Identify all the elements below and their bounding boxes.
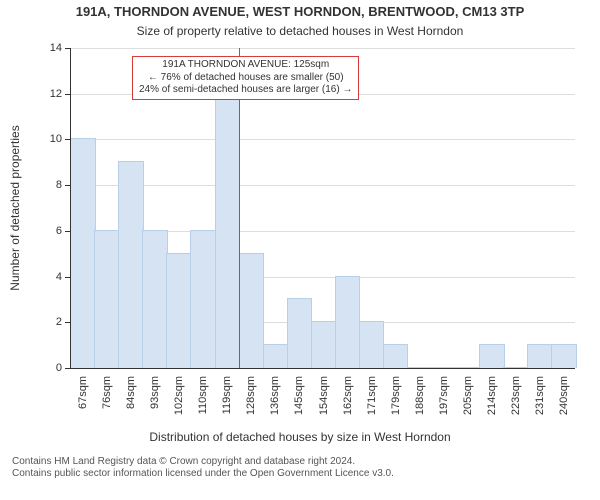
histogram-bar [263,344,289,368]
y-axis-line [70,48,71,368]
annotation-line: ← 76% of detached houses are smaller (50… [139,72,352,85]
histogram-bar [94,230,120,368]
grid-line [70,139,575,140]
histogram-bar [215,93,241,368]
footer-line-1: Contains HM Land Registry data © Crown c… [12,456,394,468]
grid-line [70,185,575,186]
ytick-label: 10 [32,133,62,145]
histogram-bar [190,230,216,368]
ytick-label: 2 [32,316,62,328]
histogram-bar [527,344,553,368]
histogram-bar [118,161,144,368]
ytick-label: 0 [32,362,62,374]
histogram-bar [479,344,505,368]
histogram-bar [551,344,577,368]
footer-text: Contains HM Land Registry data © Crown c… [12,456,394,480]
ytick-label: 4 [32,271,62,283]
histogram-bar [311,321,337,368]
ytick-label: 12 [32,88,62,100]
annotation-box: 191A THORNDON AVENUE: 125sqm← 76% of det… [132,56,359,100]
histogram-bar [142,230,168,368]
chart-subtitle: Size of property relative to detached ho… [0,24,600,38]
histogram-bar [383,344,409,368]
chart-container: { "title": { "line1": "191A, THORNDON AV… [0,0,600,500]
histogram-bar [359,321,385,368]
ytick-label: 8 [32,179,62,191]
annotation-line: 24% of semi-detached houses are larger (… [139,84,352,97]
footer-line-2: Contains public sector information licen… [12,468,394,480]
plot-area: 191A THORNDON AVENUE: 125sqm← 76% of det… [70,48,575,368]
ytick-label: 14 [32,42,62,54]
annotation-line: 191A THORNDON AVENUE: 125sqm [139,59,352,72]
grid-line [70,48,575,49]
histogram-bar [335,276,361,368]
histogram-bar [239,253,265,368]
histogram-bar [166,253,192,368]
x-axis-label: Distribution of detached houses by size … [0,430,600,444]
histogram-bar [70,138,96,368]
chart-title: 191A, THORNDON AVENUE, WEST HORNDON, BRE… [0,4,600,19]
ytick-label: 6 [32,225,62,237]
histogram-bar [287,298,313,368]
x-axis-line [70,368,575,369]
